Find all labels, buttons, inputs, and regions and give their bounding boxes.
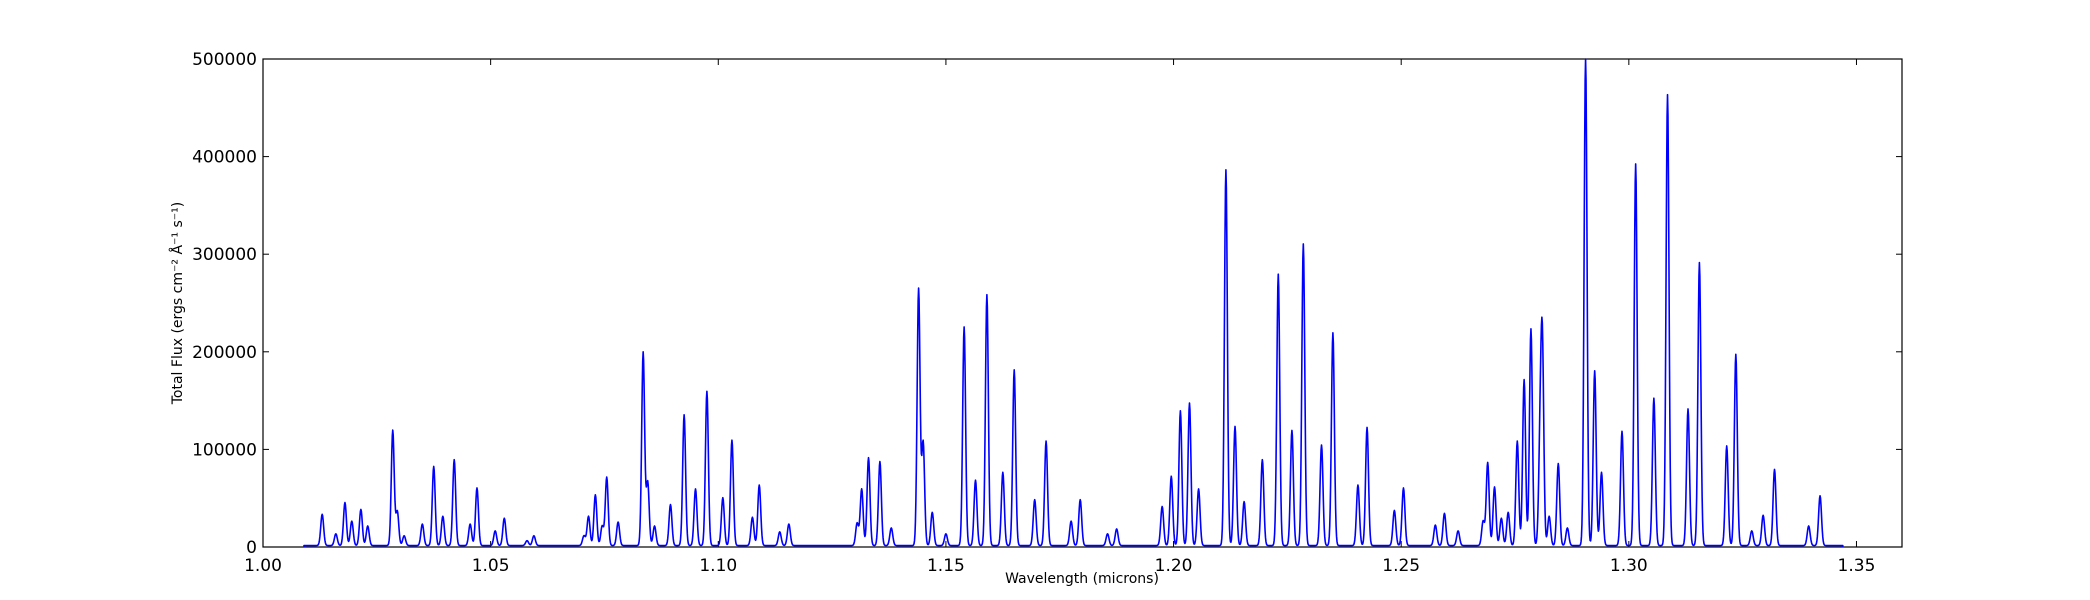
x-tick-label: 1.15 <box>927 556 965 576</box>
y-tick-label: 400000 <box>192 148 257 168</box>
y-tick-label: 500000 <box>192 50 257 70</box>
plot-area <box>262 58 1903 548</box>
y-tick-label: 300000 <box>192 245 257 265</box>
y-tick-label: 0 <box>246 538 257 558</box>
y-axis-title: Total Flux (ergs cm⁻² Å⁻¹ s⁻¹) <box>169 202 186 406</box>
x-tick-label: 1.35 <box>1838 556 1876 576</box>
x-axis-title: Wavelength (microns) <box>1005 571 1159 587</box>
x-tick-label: 1.30 <box>1610 556 1648 576</box>
y-tick-label: 100000 <box>192 440 257 460</box>
x-tick-label: 1.00 <box>244 556 282 576</box>
x-tick-label: 1.05 <box>472 556 510 576</box>
x-tick-label: 1.25 <box>1382 556 1420 576</box>
x-tick-label: 1.10 <box>699 556 737 576</box>
y-tick-label: 200000 <box>192 343 257 363</box>
y-axis-ticks: 0 100000 200000 300000 400000 500000 <box>192 50 1902 558</box>
x-axis-ticks: 1.00 1.05 1.10 1.15 1.20 1.25 1.30 1.35 <box>244 59 1875 576</box>
spectrum-line <box>303 58 1844 547</box>
x-tick-label: 1.20 <box>1155 556 1193 576</box>
